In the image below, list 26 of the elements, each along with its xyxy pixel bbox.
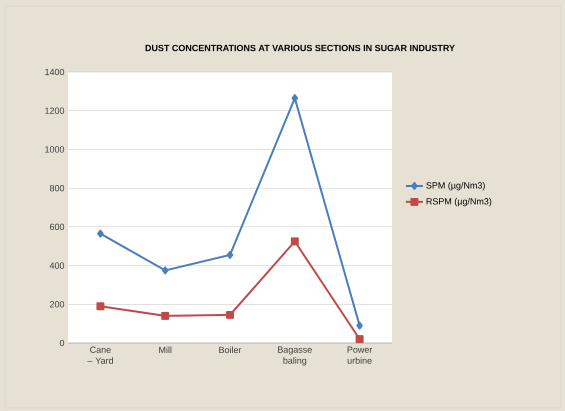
legend-label: SPM (µg/Nm3): [426, 182, 485, 190]
point: [290, 237, 299, 246]
point: [226, 250, 234, 259]
point: [292, 94, 298, 102]
point: [97, 230, 104, 238]
x-tick-label: Cane – Yard: [87, 346, 113, 364]
point: [356, 322, 363, 330]
chart-title: DUST CONCENTRATIONS AT VARIOUS SECTIONS IN SUGAR INDUSTRY: [146, 44, 455, 52]
point: [161, 312, 170, 320]
point: [356, 335, 364, 344]
y-tick-label: 400: [50, 262, 64, 269]
point: [96, 302, 104, 310]
point: [226, 310, 234, 319]
y-tick-label: 0: [60, 340, 64, 346]
y-tick-label: 1000: [45, 146, 64, 153]
x-tick-label: Boiler: [219, 346, 242, 354]
y-tick-label: 1200: [45, 108, 64, 114]
y-tick-label: 600: [50, 224, 64, 230]
y-tick-label: 1400: [45, 68, 64, 76]
legend-label: RSPM (µg/Nm3): [426, 198, 492, 206]
x-tick-label: Power urbine: [348, 346, 372, 364]
y-tick-label: 200: [50, 301, 64, 308]
point: [162, 266, 168, 274]
y-tick-label: 800: [50, 184, 64, 192]
x-tick-label: Bagasse baling: [278, 346, 312, 366]
x-tick-label: Mill: [159, 346, 172, 354]
